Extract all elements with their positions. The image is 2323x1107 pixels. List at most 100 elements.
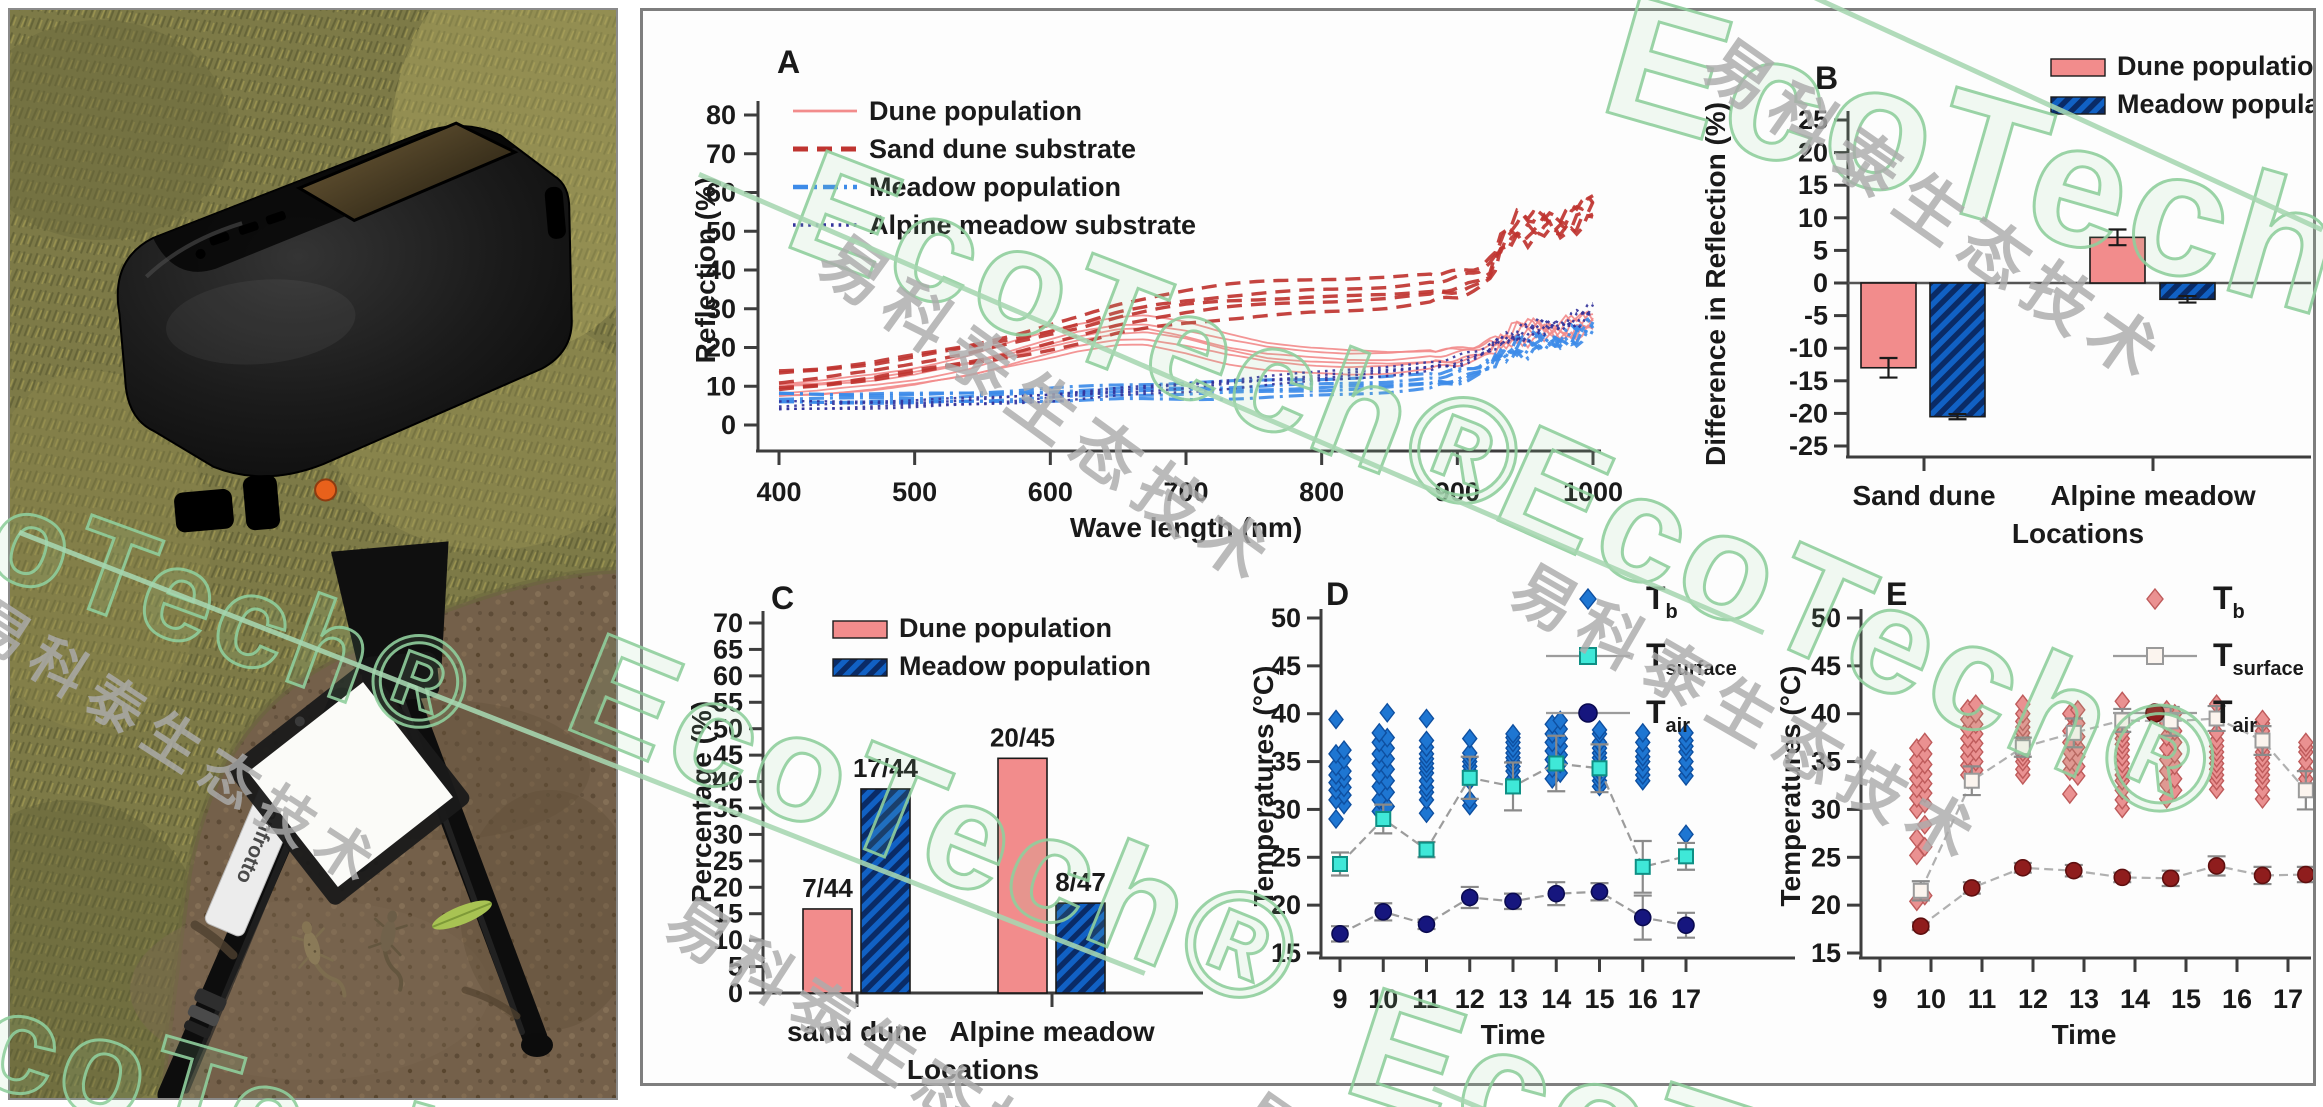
svg-text:14: 14 [2120, 984, 2150, 1014]
svg-text:40: 40 [706, 255, 736, 285]
series-dune-population [778, 310, 1594, 397]
svg-text:45: 45 [1811, 651, 1841, 681]
svg-text:7/44: 7/44 [802, 873, 853, 903]
svg-text:Dune population: Dune population [2117, 51, 2313, 81]
series-tair [1911, 855, 2315, 936]
svg-text:45: 45 [713, 740, 743, 770]
svg-text:16: 16 [1628, 984, 1658, 1014]
watermark-diagonal-line [1432, 1086, 1746, 1107]
legend-panel-c: Dune population Meadow population [832, 613, 1151, 681]
svg-text:Sand dune substrate: Sand dune substrate [869, 134, 1136, 164]
svg-text:50: 50 [1271, 603, 1301, 633]
svg-text:sand dune: sand dune [787, 1016, 927, 1047]
svg-text:10: 10 [713, 925, 743, 955]
svg-text:10: 10 [1368, 984, 1398, 1014]
svg-text:Tsurface: Tsurface [2213, 637, 2304, 680]
svg-text:13: 13 [1498, 984, 1528, 1014]
svg-text:25: 25 [1798, 105, 1828, 135]
svg-text:55: 55 [713, 687, 743, 717]
thermal-camera-device [116, 121, 573, 703]
svg-text:500: 500 [892, 477, 937, 507]
svg-text:70: 70 [706, 139, 736, 169]
svg-text:25: 25 [1811, 842, 1841, 872]
svg-text:17: 17 [1671, 984, 1701, 1014]
legend-panel-e: Tb Tsurface Tair [2113, 580, 2304, 737]
svg-text:B: B [1815, 60, 1838, 96]
svg-text:25: 25 [713, 846, 743, 876]
svg-text:Alpine meadow: Alpine meadow [949, 1016, 1155, 1047]
legend-panel-d: Tb Tsurface Tair [1546, 580, 1737, 737]
panel-a-reflectance-chart: 0 10 20 30 40 50 60 70 80 400 500 600 700 800 900 1000 W… [690, 44, 1623, 543]
series-sand-dune-substrate [778, 193, 1595, 392]
svg-text:Percentage (%): Percentage (%) [686, 701, 717, 903]
svg-text:-20: -20 [1789, 398, 1828, 428]
svg-text:800: 800 [1299, 477, 1344, 507]
svg-text:17/44: 17/44 [853, 753, 919, 783]
svg-text:Dune population: Dune population [899, 613, 1112, 643]
device-power-button [314, 478, 338, 502]
panel-e-temperature-chart: 15 20 25 30 35 40 45 50 9 10 11 12 13 14 15 16 17 Time Tem… [1775, 576, 2315, 1050]
svg-text:30: 30 [1811, 794, 1841, 824]
stick [190, 920, 238, 960]
svg-text:60: 60 [706, 178, 736, 208]
svg-text:15: 15 [713, 899, 743, 929]
svg-text:E: E [1886, 576, 1907, 612]
series-tsurface [1331, 734, 1695, 894]
svg-text:15: 15 [1271, 938, 1301, 968]
svg-text:50: 50 [706, 216, 736, 246]
svg-text:Temperatures (°C): Temperatures (°C) [1775, 666, 1806, 907]
svg-text:Tsurface: Tsurface [1646, 637, 1737, 680]
bars-dune-population: 7/44 20/45 [802, 722, 1055, 994]
svg-text:65: 65 [713, 634, 743, 664]
svg-text:Locations: Locations [907, 1054, 1039, 1083]
figure-panel-box: 0 10 20 30 40 50 60 70 80 400 500 600 700 800 900 1000 W… [640, 8, 2323, 1086]
svg-text:Dune population: Dune population [869, 96, 1082, 126]
svg-text:0: 0 [1813, 268, 1828, 298]
svg-text:25: 25 [1271, 842, 1301, 872]
svg-text:11: 11 [1412, 984, 1441, 1014]
svg-text:80: 80 [706, 100, 736, 130]
svg-text:-5: -5 [1804, 301, 1828, 331]
svg-text:-10: -10 [1789, 333, 1828, 363]
svg-text:0: 0 [721, 410, 736, 440]
svg-text:40: 40 [713, 767, 743, 797]
legend-panel-b: Dune population Meadow population [2050, 51, 2323, 119]
series-tsurface [1911, 704, 2315, 902]
bars-meadow-population: 17/44 8/47 [853, 753, 1106, 994]
svg-text:5: 5 [1813, 235, 1828, 265]
svg-text:17: 17 [2273, 984, 2303, 1014]
svg-text:700: 700 [1163, 477, 1208, 507]
svg-text:600: 600 [1028, 477, 1073, 507]
svg-text:15: 15 [1584, 984, 1614, 1014]
svg-text:-25: -25 [1789, 431, 1828, 461]
svg-text:Tb: Tb [2213, 580, 2245, 623]
svg-text:10: 10 [1916, 984, 1946, 1014]
bars-dune-population [1860, 228, 2146, 379]
svg-text:Difference in Reflection (%): Difference in Reflection (%) [1700, 102, 1731, 466]
svg-text:50: 50 [1811, 603, 1841, 633]
svg-text:20/45: 20/45 [990, 722, 1055, 752]
svg-text:Sand dune: Sand dune [1852, 480, 1995, 511]
svg-text:Temperatures (°C): Temperatures (°C) [1248, 666, 1279, 907]
svg-text:14: 14 [1541, 984, 1571, 1014]
svg-text:5: 5 [728, 952, 743, 982]
svg-text:13: 13 [2069, 984, 2099, 1014]
svg-text:35: 35 [1811, 747, 1841, 777]
svg-text:15: 15 [1798, 170, 1828, 200]
svg-text:Reflection (%): Reflection (%) [690, 177, 721, 364]
svg-text:900: 900 [1435, 477, 1480, 507]
series-tair [1331, 881, 1695, 943]
svg-text:10: 10 [1798, 203, 1828, 233]
device-port [174, 488, 234, 533]
svg-text:Meadow population: Meadow population [869, 172, 1121, 202]
svg-text:11: 11 [1968, 984, 1997, 1014]
svg-text:A: A [777, 44, 800, 80]
svg-text:35: 35 [713, 793, 743, 823]
svg-text:20: 20 [713, 872, 743, 902]
field-photo: Manfrotto [8, 8, 618, 1100]
bars-meadow-population [1929, 282, 2216, 421]
tripod-foot [521, 1033, 553, 1057]
